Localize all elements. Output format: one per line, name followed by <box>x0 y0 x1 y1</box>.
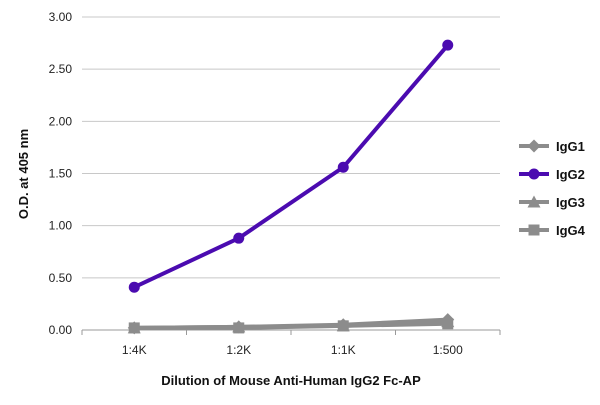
y-tick-label: 0.00 <box>49 323 73 337</box>
data-point <box>442 318 454 330</box>
x-tick-label: 1:500 <box>433 343 463 357</box>
legend-label: IgG2 <box>556 167 585 182</box>
data-point <box>128 281 140 293</box>
x-tick-label: 1:2K <box>226 343 251 357</box>
legend-marker <box>527 139 541 153</box>
series-line <box>133 43 450 290</box>
data-point <box>233 232 245 244</box>
legend-marker <box>527 195 541 208</box>
legend-item-igg3: IgG3 <box>519 195 585 210</box>
series-igg4 <box>128 318 454 334</box>
data-point <box>233 322 245 334</box>
y-tick-label: 2.00 <box>49 114 73 128</box>
legend-label: IgG1 <box>556 139 585 154</box>
legend-label: IgG4 <box>556 223 586 238</box>
y-tick-label: 1.50 <box>49 167 73 181</box>
legend-item-igg1: IgG1 <box>519 139 585 154</box>
legend-item-igg2: IgG2 <box>519 167 585 182</box>
data-point <box>337 320 349 332</box>
y-axis-title: O.D. at 405 nm <box>16 129 31 219</box>
x-tick-labels: 1:4K 1:2K 1:1K 1:500 <box>81 330 501 357</box>
y-tick-label: 0.50 <box>49 271 73 285</box>
data-point <box>337 161 349 173</box>
legend-marker <box>528 168 540 180</box>
y-tick-labels: 0.00 0.50 1.00 1.50 2.00 2.50 3.00 <box>49 10 73 337</box>
y-tick-label: 3.00 <box>49 10 73 24</box>
x-tick-label: 1:1K <box>331 343 356 357</box>
series-line <box>134 321 448 330</box>
y-tick-label: 2.50 <box>49 62 73 76</box>
legend-label: IgG3 <box>556 195 585 210</box>
data-point <box>128 322 140 334</box>
data-point <box>442 39 454 51</box>
legend: IgG1 IgG2 IgG3 IgG4 <box>519 139 586 238</box>
plot-series <box>127 39 455 335</box>
x-axis-title: Dilution of Mouse Anti-Human IgG2 Fc-AP <box>161 373 421 388</box>
legend-item-igg4: IgG4 <box>519 223 586 238</box>
y-tick-label: 1.00 <box>49 219 73 233</box>
series-igg2 <box>128 39 454 293</box>
x-tick-label: 1:4K <box>122 343 147 357</box>
legend-marker <box>528 224 540 236</box>
